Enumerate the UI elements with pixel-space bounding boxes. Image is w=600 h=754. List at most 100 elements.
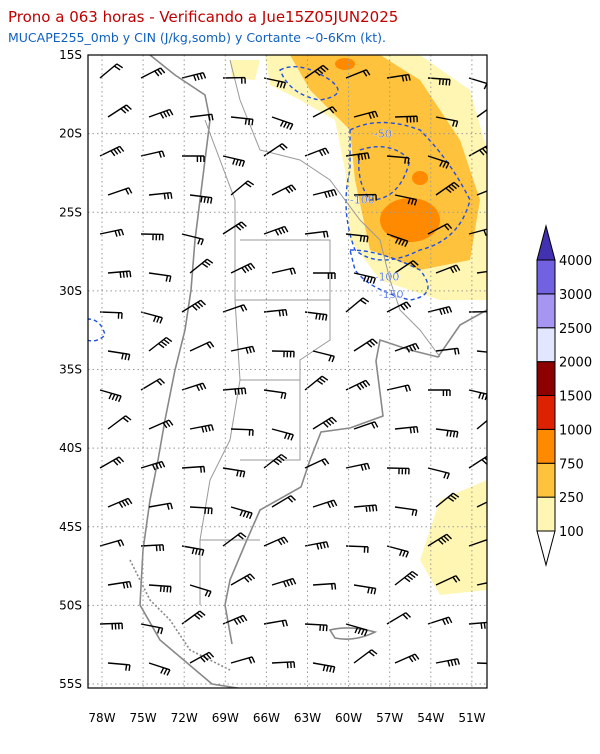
wind-barb xyxy=(304,230,329,238)
wind-barb xyxy=(476,190,487,196)
wind-barb xyxy=(189,341,215,352)
wind-barb xyxy=(468,455,487,469)
contour-label: -100 xyxy=(374,271,399,284)
subtitle: MUCAPE255_0mb y CIN (J/kg,somb) y Cortan… xyxy=(8,30,386,45)
wind-barb xyxy=(107,187,133,196)
wind-barb xyxy=(263,309,288,317)
wind-barb xyxy=(476,350,487,353)
wind-barb xyxy=(189,113,214,121)
wind-barb xyxy=(189,651,215,664)
lon-label: 66W xyxy=(253,711,280,725)
lat-label: 45S xyxy=(59,520,82,534)
colorbar-end xyxy=(536,530,556,567)
map-frame xyxy=(87,54,488,689)
colorbar-label: 250 xyxy=(559,491,584,506)
wind-barb xyxy=(99,311,123,319)
wind-barb xyxy=(313,272,336,279)
wind-barb xyxy=(263,453,288,469)
wind-barb xyxy=(304,375,329,391)
contour-label: -50 xyxy=(374,128,392,141)
wind-barb xyxy=(435,116,459,128)
lat-label: 35S xyxy=(59,363,82,377)
colorbar-segment xyxy=(536,259,556,295)
wind-barb xyxy=(435,492,460,508)
wind-barb xyxy=(271,577,297,588)
wind-barb xyxy=(435,347,460,355)
wind-barb xyxy=(189,424,214,433)
wind-barb xyxy=(181,233,204,246)
wind-barb xyxy=(345,297,370,313)
colorbar-label: 1500 xyxy=(559,390,592,405)
wind-barb xyxy=(99,456,125,469)
wind-barb xyxy=(428,389,451,396)
wind-barb xyxy=(353,338,378,352)
colorbar-label: 100 xyxy=(559,525,584,540)
wind-barb xyxy=(386,301,412,313)
wind-barb xyxy=(468,621,487,629)
wind-barb xyxy=(304,64,329,79)
wind-barb xyxy=(148,584,172,593)
wind-barb xyxy=(427,77,451,86)
title: Prono a 063 horas - Verificando a Jue15Z… xyxy=(8,8,398,26)
wind-barb xyxy=(312,499,338,509)
wind-barb xyxy=(427,467,450,480)
wind-barb xyxy=(394,194,418,206)
wind-barb xyxy=(263,536,289,547)
wind-barb xyxy=(345,545,369,553)
wind-barb xyxy=(230,180,255,196)
wind-barb xyxy=(189,258,214,274)
wind-barb xyxy=(312,189,338,199)
wind-barb xyxy=(222,532,247,547)
wind-barb xyxy=(230,262,256,274)
wind-barb xyxy=(312,662,336,673)
wind-barb xyxy=(99,145,125,157)
colorbar-segment xyxy=(536,327,556,363)
wind-barb xyxy=(140,544,165,552)
wind-barb xyxy=(468,145,487,157)
lon-label: 57W xyxy=(376,711,403,725)
wind-barb xyxy=(181,72,207,82)
wind-barb xyxy=(99,63,124,79)
wind-barb xyxy=(107,497,133,508)
wind-barb xyxy=(107,270,132,278)
wind-barb xyxy=(263,619,288,627)
wind-barb xyxy=(353,504,378,512)
wind-barb xyxy=(312,350,335,363)
axis-labels: 15S 20S 25S 30S 35S 40S 45S 50S 55S 78W 75W 72W 69W 6… xyxy=(59,48,485,725)
colorbar-label: 2500 xyxy=(559,322,592,337)
wind-barb xyxy=(353,272,377,284)
wind-barb xyxy=(427,616,453,626)
graticule xyxy=(88,54,487,688)
wind-barb xyxy=(394,260,419,274)
colorbar-label: 750 xyxy=(559,457,584,472)
wind-barb xyxy=(312,582,337,590)
lon-label: 51W xyxy=(458,711,485,725)
contour-label: -150 xyxy=(379,288,404,301)
wind-barb xyxy=(182,155,205,162)
wind-barb xyxy=(345,69,371,79)
wind-barb xyxy=(230,506,253,520)
wind-barb xyxy=(271,495,297,508)
wind-barb xyxy=(140,233,164,241)
wind-barb xyxy=(230,116,254,126)
wind-barb xyxy=(271,428,294,441)
wind-barb xyxy=(107,350,131,361)
lat-label: 40S xyxy=(59,441,82,455)
wind-barb xyxy=(222,304,248,313)
wind-barb xyxy=(353,193,377,201)
wind-barb xyxy=(312,416,337,430)
wind-barb xyxy=(148,272,172,283)
wind-barb xyxy=(99,228,125,237)
colorbar-segment xyxy=(536,395,556,430)
lat-label: 30S xyxy=(59,284,82,298)
wind-barb xyxy=(263,389,287,400)
wind-barb xyxy=(140,150,166,158)
lon-label: 78W xyxy=(88,711,115,725)
lon-label: 75W xyxy=(130,711,157,725)
wind-barb xyxy=(394,570,419,586)
wind-barb xyxy=(222,467,246,478)
wind-barb xyxy=(263,225,289,236)
lat-label: 20S xyxy=(59,127,82,141)
wind-barb xyxy=(140,67,166,79)
